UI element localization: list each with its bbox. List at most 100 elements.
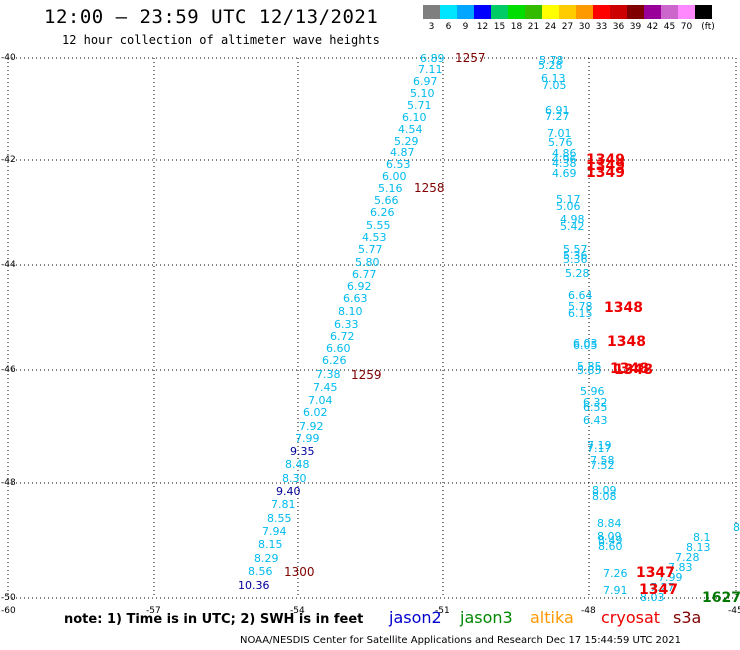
wave-height-point: 5.42: [560, 220, 585, 233]
wave-height-point: 6.97: [413, 75, 438, 88]
wave-height-point: 5.76: [548, 136, 573, 149]
satellite-label-s3a: s3a: [673, 608, 702, 627]
color-legend-labels: 3 6 9 12 15 18 21 24 27 30 33 36 39 42 45 70 (ft): [423, 22, 721, 32]
wave-height-point: 7.99: [658, 571, 683, 584]
legend-label: 21: [527, 22, 540, 32]
wave-height-point: 6.92: [347, 280, 372, 293]
time-stamp: 1300: [284, 565, 315, 579]
wave-height-point: 8: [733, 521, 740, 534]
wave-height-point: 8.49: [598, 534, 623, 547]
legend-label: 12: [476, 22, 489, 32]
wave-height-point: 4.98: [560, 213, 585, 226]
time-stamp: 1257: [455, 51, 486, 65]
wave-height-point: 6.03: [573, 337, 598, 350]
legend-label: 39: [629, 22, 642, 32]
wave-height-point: 8.03: [640, 591, 665, 604]
latitude-label: -50: [1, 593, 16, 603]
wave-height-point: 9.35: [290, 445, 315, 458]
wave-height-point: 5.96: [580, 385, 605, 398]
legend-label: 18: [510, 22, 523, 32]
wave-height-point: 6.72: [330, 330, 355, 343]
wave-height-point: 7.81: [271, 498, 296, 511]
wave-height-point: 7.28: [675, 551, 700, 564]
map-subtitle: 12 hour collection of altimeter wave hei…: [62, 33, 380, 47]
legend-swatch: [593, 5, 610, 19]
color-legend: [423, 5, 712, 19]
wave-height-point: 8.1: [693, 531, 711, 544]
wave-height-point: 7.01: [547, 127, 572, 140]
legend-label: 30: [578, 22, 591, 32]
credit-line: NOAA/NESDIS Center for Satellite Applica…: [240, 635, 682, 646]
wave-height-point: 4.54: [398, 123, 423, 136]
legend-swatch: [610, 5, 627, 19]
wave-height-point: 7.92: [299, 420, 324, 433]
wave-height-point: 6.05: [573, 339, 598, 352]
legend-label: 36: [612, 22, 625, 32]
latitude-label: -48: [1, 478, 16, 488]
wave-height-point: 5.71: [407, 99, 432, 112]
wave-height-point: 7.99: [295, 432, 320, 445]
legend-label: 70: [680, 22, 693, 32]
wave-height-point: 8.08: [592, 490, 617, 503]
wave-height-point: 4.96: [552, 153, 577, 166]
wave-height-point: 6.64: [568, 289, 593, 302]
satellite-label-altika: altika: [530, 608, 574, 627]
time-stamp: 1347: [639, 582, 678, 598]
wave-height-point: 6.77: [352, 268, 377, 281]
longitude-label: -51: [435, 606, 450, 616]
wave-height-point: 6.55: [583, 401, 608, 414]
wave-height-point: 6.91: [545, 104, 570, 117]
time-stamp: 1348: [614, 362, 653, 378]
legend-swatch: [627, 5, 644, 19]
satellite-label-jason3: jason3: [460, 608, 513, 627]
satellite-label-jason2: jason2: [389, 608, 442, 627]
legend-swatch: [695, 5, 712, 19]
legend-swatch: [678, 5, 695, 19]
legend-label: (ft): [701, 22, 715, 32]
legend-swatch: [423, 5, 440, 19]
wave-height-point: 8.10: [338, 305, 363, 318]
wave-height-point: 5.17: [556, 193, 581, 206]
wave-height-point: 8.13: [686, 541, 711, 554]
wave-height-point: 5.57: [563, 243, 588, 256]
longitude-label: -54: [290, 606, 305, 616]
legend-swatch: [474, 5, 491, 19]
wave-height-point: 6.53: [386, 158, 411, 171]
legend-swatch: [457, 5, 474, 19]
satellite-label-cryosat: cryosat: [601, 608, 661, 627]
wave-height-point: 6.32: [583, 396, 608, 409]
legend-swatch: [559, 5, 576, 19]
wave-height-point: 5.36: [563, 253, 588, 266]
legend-label: 6: [445, 22, 452, 32]
wave-height-point: 6.10: [402, 111, 427, 124]
time-stamp: 1627: [702, 590, 740, 606]
wave-height-point: 8.29: [254, 552, 279, 565]
wave-height-point: 4.87: [390, 146, 415, 159]
wave-height-point: 6.43: [583, 414, 608, 427]
legend-swatch: [440, 5, 457, 19]
legend-label: 24: [544, 22, 557, 32]
wave-height-point: 6.13: [541, 72, 566, 85]
time-stamp: 1348: [610, 361, 649, 377]
legend-swatch: [491, 5, 508, 19]
wave-height-point: 5.78: [568, 300, 593, 313]
legend-label: 33: [595, 22, 608, 32]
wave-height-point: 5.10: [410, 87, 435, 100]
wave-height-point: 5.85: [577, 364, 602, 377]
wave-height-point: 4.69: [552, 167, 577, 180]
wave-height-point: 7.91: [603, 584, 628, 597]
wave-height-point: 6.33: [334, 318, 359, 331]
wave-height-point: 7.83: [668, 561, 693, 574]
wave-height-point: 7.17: [587, 442, 612, 455]
axis-labels: -40 -42 -44 -46 -48 -50 -60 -57 -54 -51 -48 -45: [1, 53, 740, 616]
map-title: 12:00 – 23:59 UTC 12/13/2021: [44, 6, 379, 28]
time-stamp: 1258: [414, 181, 445, 195]
wave-height-point: 7.94: [262, 525, 287, 538]
legend-swatch: [542, 5, 559, 19]
wave-height-point: 5.16: [378, 182, 403, 195]
wave-height-point: 6.26: [370, 206, 395, 219]
wave-height-point: 8.55: [267, 512, 292, 525]
legend-swatch: [576, 5, 593, 19]
longitude-label: -60: [1, 606, 16, 616]
